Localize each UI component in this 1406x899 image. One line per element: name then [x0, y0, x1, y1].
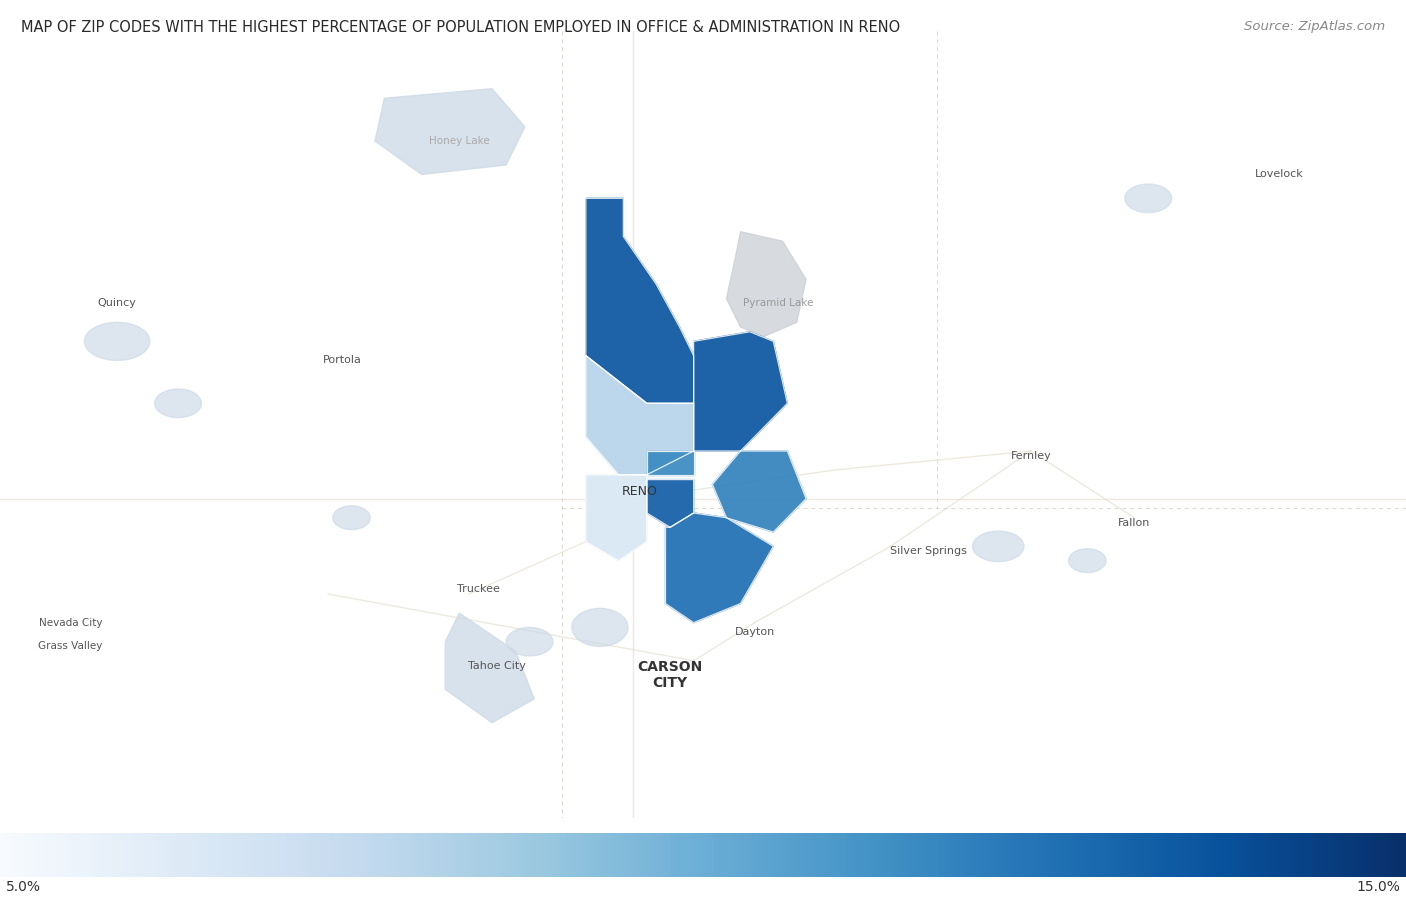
Polygon shape: [647, 479, 693, 528]
Polygon shape: [586, 475, 647, 561]
Polygon shape: [446, 613, 534, 723]
Polygon shape: [375, 89, 524, 174]
Text: 5.0%: 5.0%: [6, 879, 41, 894]
Text: Grass Valley: Grass Valley: [38, 642, 103, 652]
Text: Truckee: Truckee: [457, 584, 499, 594]
Text: Portola: Portola: [323, 355, 361, 365]
Text: Quincy: Quincy: [98, 298, 136, 308]
Polygon shape: [693, 332, 787, 451]
Text: Source: ZipAtlas.com: Source: ZipAtlas.com: [1244, 20, 1385, 32]
Polygon shape: [572, 609, 628, 646]
Text: Tahoe City: Tahoe City: [468, 661, 526, 671]
Polygon shape: [586, 199, 693, 404]
Text: Lovelock: Lovelock: [1256, 170, 1303, 180]
Polygon shape: [1069, 548, 1107, 573]
Text: Fallon: Fallon: [1118, 518, 1150, 528]
Text: Pyramid Lake: Pyramid Lake: [742, 298, 813, 308]
Text: MAP OF ZIP CODES WITH THE HIGHEST PERCENTAGE OF POPULATION EMPLOYED IN OFFICE & : MAP OF ZIP CODES WITH THE HIGHEST PERCEN…: [21, 20, 900, 35]
Text: RENO: RENO: [621, 485, 658, 498]
Text: 15.0%: 15.0%: [1357, 879, 1400, 894]
Polygon shape: [506, 628, 553, 656]
Text: Silver Springs: Silver Springs: [890, 546, 966, 556]
Text: Dayton: Dayton: [734, 628, 775, 637]
Text: Nevada City: Nevada City: [38, 618, 103, 628]
Text: Honey Lake: Honey Lake: [429, 136, 489, 147]
Text: CARSON
CITY: CARSON CITY: [637, 660, 703, 690]
Polygon shape: [665, 513, 773, 623]
Polygon shape: [727, 232, 806, 336]
Polygon shape: [713, 451, 806, 532]
Polygon shape: [973, 531, 1024, 562]
Polygon shape: [586, 356, 693, 475]
Polygon shape: [333, 506, 370, 530]
Polygon shape: [84, 323, 150, 360]
Polygon shape: [155, 389, 201, 418]
Polygon shape: [1125, 184, 1171, 213]
Polygon shape: [647, 451, 693, 475]
Text: Fernley: Fernley: [1011, 450, 1052, 461]
